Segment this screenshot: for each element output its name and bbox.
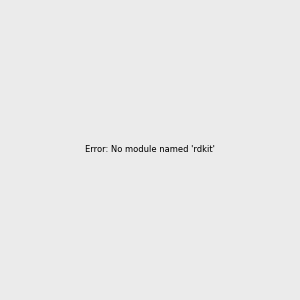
Text: Error: No module named 'rdkit': Error: No module named 'rdkit': [85, 146, 215, 154]
